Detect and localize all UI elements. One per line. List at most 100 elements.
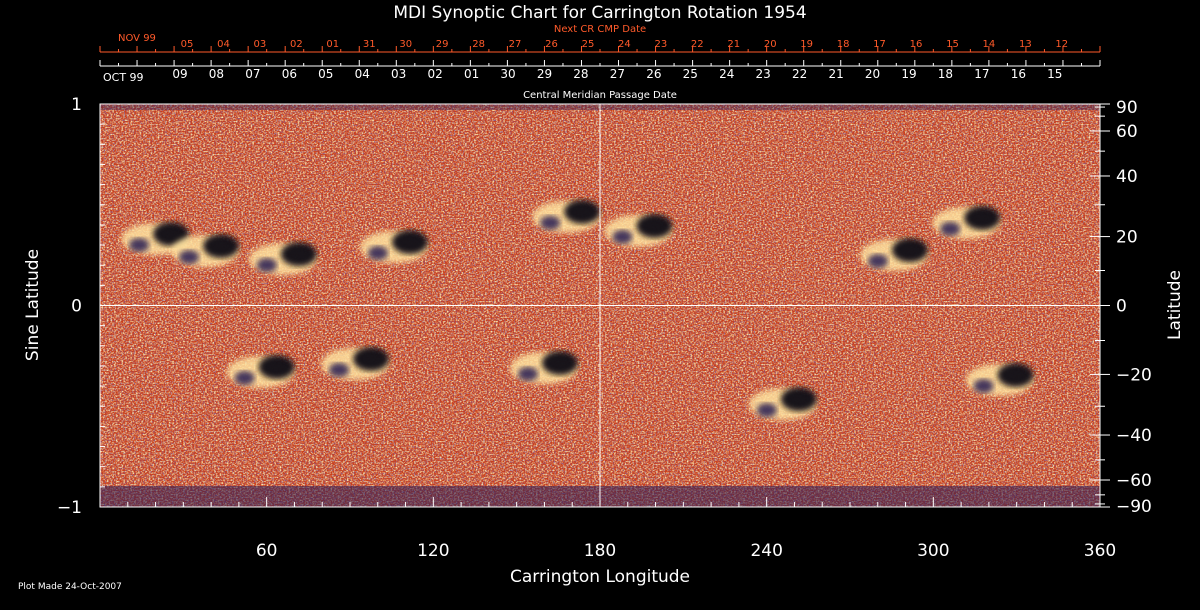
active-region-dark [153, 221, 190, 246]
next-cmp-date-label: 26 [545, 39, 558, 50]
next-cmp-date-label: 17 [873, 39, 886, 50]
next-cmp-date-label: 16 [910, 39, 923, 50]
next-cmp-date-label: 14 [983, 39, 996, 50]
x-tick-label: 120 [417, 541, 449, 561]
cmp-ticks: 09 08 07 06 05 04 03 02 01 30 29 28 27 26 25 24 23 22 21 20… [99, 60, 1101, 81]
next-cmp-date-label: 02 [290, 39, 303, 50]
y-right-tick-label: 0 [1116, 297, 1127, 317]
chart-title: MDI Synoptic Chart for Carrington Rotati… [393, 3, 806, 23]
next-month-label: NOV 99 [118, 33, 156, 44]
y-left-tick-label: 0 [71, 297, 82, 317]
next-cmp-date-label: 01 [326, 39, 339, 50]
cmp-month-label: OCT 99 [103, 71, 144, 84]
active-region-dark [203, 234, 240, 259]
cmp-date-label: 03 [391, 67, 406, 81]
active-region-dark [234, 370, 255, 385]
plot-made-footer: Plot Made 24-Oct-2007 [18, 582, 122, 592]
cmp-date-label: 26 [646, 67, 661, 81]
cmp-date-label: 22 [792, 67, 807, 81]
y-axis-right: 90 60 40 20 0 −20 −40 −60 −90 [1090, 98, 1152, 517]
active-region-dark [129, 237, 150, 252]
next-cmp-date-label: 29 [436, 39, 449, 50]
active-region-dark [280, 242, 317, 267]
active-region-dark [612, 229, 633, 244]
cmp-date-label: 17 [974, 67, 989, 81]
active-region-dark [392, 230, 428, 255]
cmp-date-label: 21 [828, 67, 843, 81]
active-region-dark [258, 354, 295, 379]
next-cmp-date-label: 31 [363, 39, 376, 50]
next-cmp-date-label: 04 [217, 39, 230, 50]
cmp-date-label: 20 [865, 67, 880, 81]
active-region-dark [940, 221, 961, 236]
y-left-tick-label: −1 [57, 498, 82, 518]
cmp-date-label: 19 [901, 67, 916, 81]
next-cmp-date-label: 05 [181, 39, 194, 50]
x-tick-label: 240 [750, 541, 782, 561]
active-region-dark [756, 403, 777, 418]
next-cmp-axis-title: Next CR CMP Date [554, 24, 646, 35]
cmp-date-label: 28 [573, 67, 588, 81]
y-right-tick-label: −40 [1116, 426, 1152, 446]
cmp-date-label: 16 [1011, 67, 1026, 81]
y-right-tick-label: 40 [1116, 167, 1138, 187]
y-right-tick-label: 20 [1116, 228, 1138, 248]
cmp-date-label: 30 [500, 67, 515, 81]
active-regions [121, 199, 1034, 421]
next-cmp-date-label: 23 [654, 39, 667, 50]
active-region-dark [368, 246, 388, 261]
active-region-dark [542, 350, 578, 375]
cmp-date-label: 27 [610, 67, 625, 81]
y-right-tick-label: −90 [1116, 497, 1152, 517]
next-cmp-date-label: 22 [691, 39, 704, 50]
active-region-dark [564, 199, 601, 224]
active-region-dark [780, 387, 817, 412]
active-region-dark [256, 258, 277, 273]
x-axis: 60 120 180 240 300 360 [127, 497, 1116, 561]
cmp-date-label: 24 [719, 67, 734, 81]
next-cmp-date-label: 13 [1019, 39, 1032, 50]
y-right-tick-label: −20 [1116, 365, 1152, 385]
next-cmp-date-label: 12 [1055, 39, 1068, 50]
y-left-tick-label: 1 [71, 95, 82, 115]
active-region-dark [179, 250, 200, 265]
active-region-dark [973, 379, 994, 394]
cmp-date-label: 15 [1047, 67, 1062, 81]
active-region-dark [868, 254, 888, 269]
next-cmp-date-label: 18 [837, 39, 850, 50]
next-cmp-date-label: 24 [618, 39, 631, 50]
cmp-date-label: 23 [756, 67, 771, 81]
next-cmp-date-label: 25 [582, 39, 595, 50]
active-region-dark [329, 362, 350, 377]
x-tick-label: 180 [584, 541, 616, 561]
y-axis-label-right: Latitude [1165, 270, 1185, 340]
y-axis-left: 1 0 −1 [57, 95, 110, 518]
cmp-date-label: 04 [355, 67, 370, 81]
next-cmp-date-label: 19 [800, 39, 813, 50]
y-right-tick-label: −60 [1116, 471, 1152, 491]
next-cmp-date-label: 03 [254, 39, 267, 50]
x-tick-label: 60 [256, 541, 278, 561]
active-region-dark [636, 213, 673, 238]
cmp-date-label: 02 [428, 67, 443, 81]
next-cmp-date-label: 30 [399, 39, 412, 50]
cmp-date-label: 08 [209, 67, 224, 81]
cmp-date-label: 05 [318, 67, 333, 81]
cmp-date-label: 29 [537, 67, 552, 81]
cmp-date-label: 18 [938, 67, 953, 81]
next-cmp-ticks: 05 04 03 02 01 31 30 29 28 27 26 25 24 23 22 21 20 19 18 17… [99, 39, 1101, 52]
cmp-axis-title: Central Meridian Passage Date [523, 90, 677, 101]
x-axis-label: Carrington Longitude [510, 567, 690, 587]
cmp-date-label: 06 [282, 67, 297, 81]
x-tick-label: 300 [917, 541, 949, 561]
next-cmp-date-label: 15 [946, 39, 959, 50]
y-right-tick-label: 90 [1116, 98, 1138, 118]
active-region-dark [964, 205, 1001, 230]
y-axis-label-left: Sine Latitude [23, 249, 43, 361]
y-right-tick-label: 60 [1116, 122, 1138, 142]
cmp-date-label: 07 [245, 67, 260, 81]
active-region-dark [997, 363, 1034, 388]
cmp-date-label: 25 [683, 67, 698, 81]
active-region-dark [540, 215, 561, 230]
